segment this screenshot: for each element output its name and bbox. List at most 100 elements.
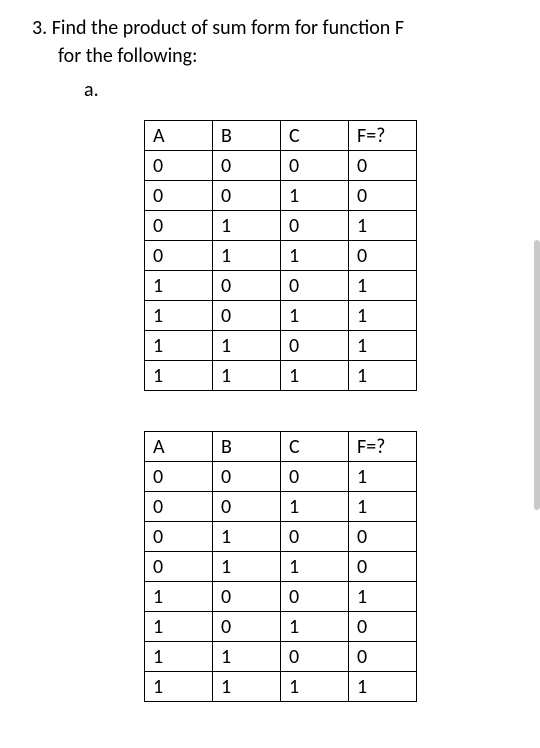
table-row: 0001 <box>145 462 417 492</box>
table-cell: 0 <box>281 582 349 612</box>
table-row: 1010 <box>145 612 417 642</box>
table-cell: 0 <box>349 181 417 211</box>
truth-table-1: A B C F=? 000000100101011010011011110111… <box>144 120 417 391</box>
table-body: 00000010010101101001101111011111 <box>145 151 417 391</box>
table-cell: 1 <box>349 582 417 612</box>
table-cell: 0 <box>281 642 349 672</box>
table-cell: 1 <box>213 241 281 271</box>
table-cell: 1 <box>281 181 349 211</box>
col-header: A <box>145 432 213 462</box>
table-row: 1001 <box>145 582 417 612</box>
table-body: 00010011010001101001101011001111 <box>145 462 417 702</box>
table-cell: 0 <box>145 552 213 582</box>
question-text-1: Find the product of sum form for functio… <box>52 16 404 40</box>
table-row: 1011 <box>145 301 417 331</box>
table-cell: 0 <box>213 582 281 612</box>
table-cell: 0 <box>213 492 281 522</box>
table-row: 0101 <box>145 211 417 241</box>
table-row: 1111 <box>145 672 417 702</box>
table-cell: 1 <box>145 642 213 672</box>
table-row: 1001 <box>145 271 417 301</box>
table-cell: 1 <box>145 301 213 331</box>
table-cell: 0 <box>145 462 213 492</box>
table-cell: 0 <box>145 492 213 522</box>
question-line-1: 3. Find the product of sum form for func… <box>32 16 512 40</box>
col-header: C <box>281 121 349 151</box>
col-header: F=? <box>349 432 417 462</box>
table-cell: 0 <box>213 612 281 642</box>
col-header: A <box>145 121 213 151</box>
table-cell: 0 <box>213 271 281 301</box>
table-cell: 0 <box>349 522 417 552</box>
table-cell: 1 <box>349 361 417 391</box>
table-cell: 1 <box>349 492 417 522</box>
table-cell: 0 <box>281 271 349 301</box>
table-cell: 1 <box>281 612 349 642</box>
table-cell: 1 <box>281 301 349 331</box>
table-cell: 0 <box>281 211 349 241</box>
col-header: F=? <box>349 121 417 151</box>
table-cell: 1 <box>349 672 417 702</box>
truth-table-2-wrap: A B C F=? 000100110100011010011010110011… <box>144 431 512 702</box>
table-header-row: A B C F=? <box>145 121 417 151</box>
table-cell: 0 <box>213 151 281 181</box>
table-cell: 1 <box>145 582 213 612</box>
table-cell: 0 <box>145 181 213 211</box>
table-cell: 0 <box>349 151 417 181</box>
table-cell: 1 <box>213 522 281 552</box>
subpart-label: a. <box>84 78 512 102</box>
truth-table-1-wrap: A B C F=? 000000100101011010011011110111… <box>144 120 512 391</box>
table-cell: 0 <box>349 612 417 642</box>
table-cell: 1 <box>349 462 417 492</box>
table-cell: 1 <box>281 241 349 271</box>
table-cell: 1 <box>213 331 281 361</box>
table-cell: 1 <box>281 552 349 582</box>
question-line-2: for the following: <box>58 44 512 68</box>
table-row: 1100 <box>145 642 417 672</box>
table-cell: 1 <box>213 211 281 241</box>
table-cell: 1 <box>145 331 213 361</box>
table-cell: 1 <box>213 672 281 702</box>
table-row: 1111 <box>145 361 417 391</box>
table-cell: 0 <box>145 241 213 271</box>
table-cell: 0 <box>213 462 281 492</box>
table-cell: 0 <box>349 241 417 271</box>
table-cell: 1 <box>213 361 281 391</box>
table-row: 0110 <box>145 241 417 271</box>
table-cell: 0 <box>281 331 349 361</box>
table-cell: 0 <box>281 522 349 552</box>
table-cell: 1 <box>349 301 417 331</box>
table-cell: 1 <box>349 271 417 301</box>
table-cell: 0 <box>349 552 417 582</box>
table-cell: 0 <box>281 151 349 181</box>
table-row: 0011 <box>145 492 417 522</box>
table-cell: 1 <box>145 361 213 391</box>
table-cell: 1 <box>349 211 417 241</box>
table-cell: 1 <box>213 642 281 672</box>
table-cell: 0 <box>349 642 417 672</box>
table-cell: 0 <box>213 301 281 331</box>
table-cell: 1 <box>281 361 349 391</box>
table-cell: 1 <box>281 492 349 522</box>
col-header: B <box>213 121 281 151</box>
page-content: 3. Find the product of sum form for func… <box>0 0 540 718</box>
table-cell: 0 <box>145 522 213 552</box>
table-row: 0110 <box>145 552 417 582</box>
col-header: B <box>213 432 281 462</box>
table-cell: 0 <box>213 181 281 211</box>
scrollbar-hint <box>534 240 540 510</box>
table-cell: 1 <box>281 672 349 702</box>
table-cell: 1 <box>145 612 213 642</box>
table-cell: 0 <box>145 211 213 241</box>
table-cell: 1 <box>145 271 213 301</box>
table-row: 0000 <box>145 151 417 181</box>
table-cell: 0 <box>281 462 349 492</box>
table-header-row: A B C F=? <box>145 432 417 462</box>
table-cell: 0 <box>145 151 213 181</box>
table-row: 0100 <box>145 522 417 552</box>
table-row: 0010 <box>145 181 417 211</box>
truth-table-2: A B C F=? 000100110100011010011010110011… <box>144 431 417 702</box>
question-number: 3. <box>32 16 47 40</box>
col-header: C <box>281 432 349 462</box>
table-row: 1101 <box>145 331 417 361</box>
